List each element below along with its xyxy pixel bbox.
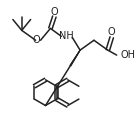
Text: O: O <box>51 7 58 17</box>
Text: NH: NH <box>59 31 74 41</box>
Text: OH: OH <box>121 50 136 60</box>
Text: O: O <box>108 27 116 37</box>
Text: O: O <box>33 35 40 45</box>
